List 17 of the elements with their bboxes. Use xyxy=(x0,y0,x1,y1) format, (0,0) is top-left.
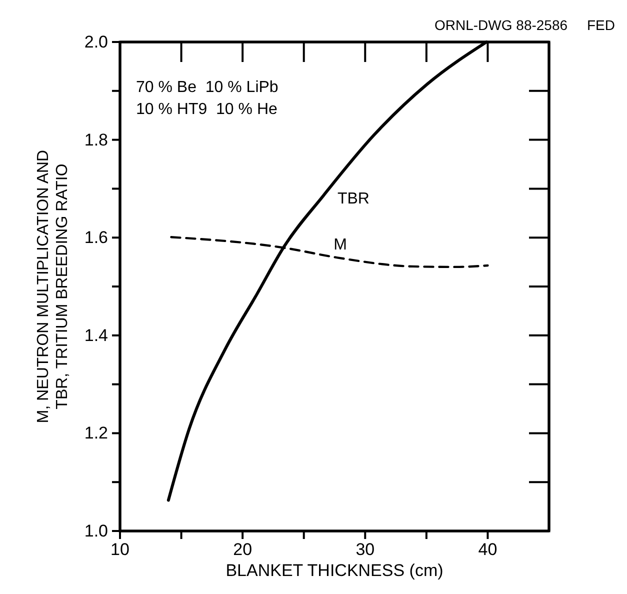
y-axis-title: M, NEUTRON MULTIPLICATION AND TBR, TRITIUM BREEDING RATIO xyxy=(35,150,71,424)
series-label: TBR xyxy=(337,190,370,208)
annotation: 70 % Be 10 % LiPb xyxy=(136,79,278,96)
x-axis-title: BLANKET THICKNESS (cm) xyxy=(226,561,444,580)
y-tick-label: 1.0 xyxy=(84,521,108,540)
y-tick-label: 1.4 xyxy=(84,326,108,345)
x-tick-label: 10 xyxy=(110,540,130,560)
text: ORNL-DWG 88-2586 FED xyxy=(434,17,615,33)
y-tick-label: 1.6 xyxy=(84,228,108,248)
y-tick-label: 2.0 xyxy=(84,32,108,52)
x-tick-label: 20 xyxy=(233,540,252,560)
x-tick-label: 30 xyxy=(356,540,375,560)
y-tick-label: 1.8 xyxy=(84,130,108,150)
y-tick-label: 1.2 xyxy=(84,424,108,443)
series-label: M xyxy=(334,236,347,254)
x-tick-label: 40 xyxy=(478,540,498,560)
annotation: 10 % HT9 10 % He xyxy=(136,101,278,118)
